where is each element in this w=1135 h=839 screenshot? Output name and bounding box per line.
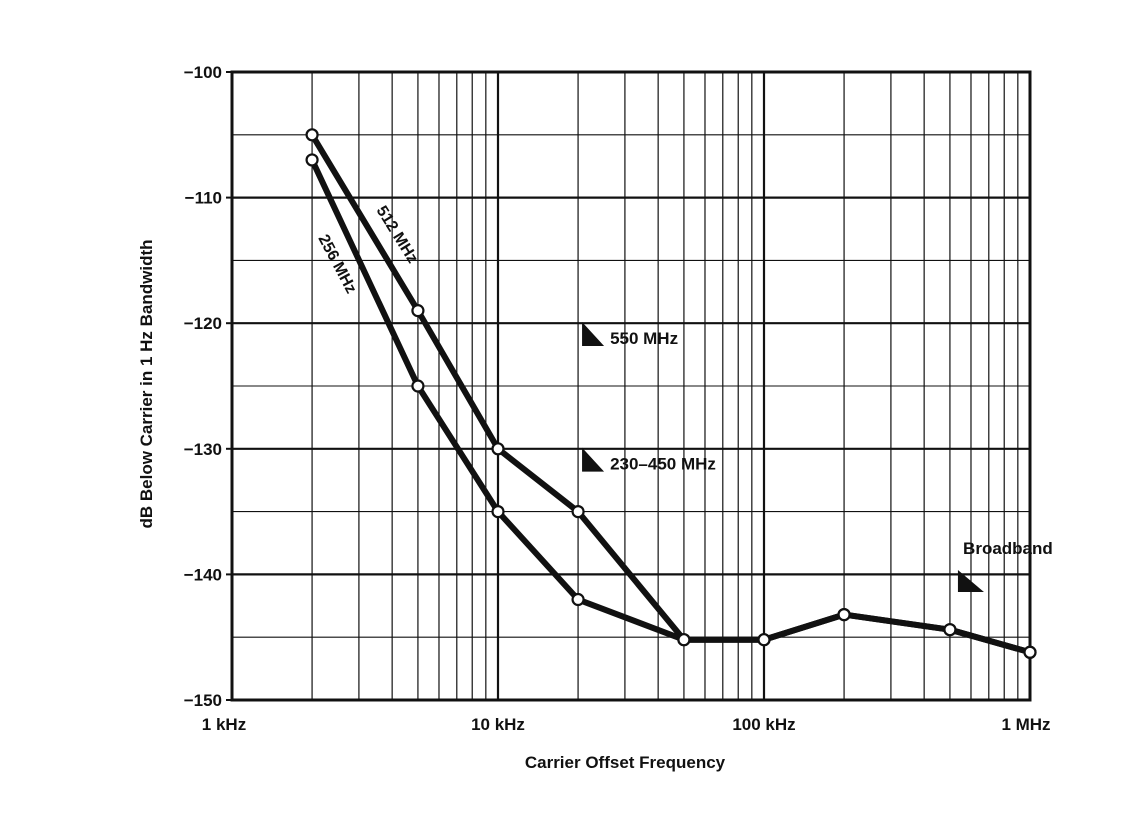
data-point-256mhz: [571, 592, 585, 607]
y-tick-label: −110: [185, 189, 222, 208]
y-tick-label: −150: [184, 691, 222, 710]
series-label-512mhz: 512 MHz: [373, 203, 421, 266]
y-axis-title: dB Below Carrier in 1 Hz Bandwidth: [137, 239, 156, 528]
y-tick-label: −120: [184, 314, 222, 333]
annotation-marker: [957, 569, 984, 592]
series: [305, 128, 1037, 659]
annotation-label: 550 MHz: [610, 329, 678, 348]
x-axis: 1 kHz 10 kHz 100 kHz 1 MHz: [202, 715, 1051, 734]
annotation-label: 230–450 MHz: [610, 455, 716, 474]
x-tick-label: 1 MHz: [1001, 715, 1050, 734]
annotation-marker: [582, 322, 605, 347]
data-point-512mhz: [571, 505, 585, 519]
x-tick-label: 1 kHz: [202, 715, 246, 734]
data-point-256mhz: [677, 633, 691, 647]
annotations: 550 MHz 230–450 MHz Broadband: [582, 322, 1053, 592]
data-point-256mhz: [305, 153, 319, 167]
y-axis: −100 −110 −120 −130 −140 −150: [184, 63, 232, 710]
data-point-512mhz: [305, 128, 319, 142]
y-tick-label: −100: [184, 63, 222, 82]
data-point-256mhz: [837, 607, 851, 622]
data-point-256mhz: [411, 379, 425, 393]
grid: [232, 72, 1030, 700]
data-point-256mhz: [943, 623, 957, 637]
series-line-256mhz: [309, 156, 1033, 656]
x-tick-label: 10 kHz: [471, 715, 525, 734]
annotation-label: Broadband: [963, 539, 1053, 558]
data-point-256mhz: [757, 633, 771, 647]
y-tick-label: −130: [184, 440, 222, 459]
y-tick-label: −140: [184, 565, 222, 584]
data-point-256mhz: [1023, 645, 1037, 659]
data-point-512mhz: [491, 442, 505, 456]
data-point-256mhz: [491, 505, 505, 519]
data-point-512mhz: [411, 304, 425, 318]
annotation-marker: [582, 447, 605, 472]
x-tick-label: 100 kHz: [732, 715, 795, 734]
x-axis-title: Carrier Offset Frequency: [525, 753, 726, 772]
plot-frame: [230, 70, 1032, 702]
